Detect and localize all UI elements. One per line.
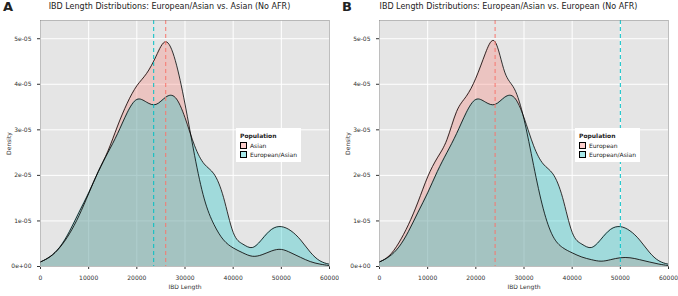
svg-text:10000: 10000 xyxy=(418,274,437,281)
svg-text:5e-05: 5e-05 xyxy=(14,35,31,42)
svg-text:4e-05: 4e-05 xyxy=(14,80,31,87)
svg-text:1e-05: 1e-05 xyxy=(14,217,31,224)
svg-text:0e+00: 0e+00 xyxy=(350,262,370,269)
html-text:Population: Population xyxy=(240,132,277,139)
html-text:Asian: Asian xyxy=(250,142,267,149)
html-text:IBD Length Distributions: Euro: IBD Length Distributions: European/Asian… xyxy=(48,2,291,11)
svg-text:1e-05: 1e-05 xyxy=(353,217,370,224)
svg-text:0: 0 xyxy=(39,274,43,281)
svg-text:30000: 30000 xyxy=(175,274,194,281)
svg-text:10000: 10000 xyxy=(79,274,98,281)
html-text:European: European xyxy=(589,142,618,149)
svg-text:2e-05: 2e-05 xyxy=(14,171,31,178)
svg-text:0: 0 xyxy=(378,274,382,281)
svg-text:IBD Length: IBD Length xyxy=(168,283,201,291)
svg-text:50000: 50000 xyxy=(272,274,291,281)
svg-text:Density: Density xyxy=(5,132,13,155)
svg-text:60000: 60000 xyxy=(320,274,339,281)
svg-text:40000: 40000 xyxy=(563,274,582,281)
svg-text:40000: 40000 xyxy=(224,274,243,281)
svg-text:50000: 50000 xyxy=(611,274,630,281)
svg-text:0e+00: 0e+00 xyxy=(11,262,31,269)
html-text:B: B xyxy=(342,0,352,14)
svg-text:20000: 20000 xyxy=(127,274,146,281)
svg-text:20000: 20000 xyxy=(466,274,485,281)
svg-text:3e-05: 3e-05 xyxy=(14,126,31,133)
svg-text:2e-05: 2e-05 xyxy=(353,171,370,178)
html-text:Population: Population xyxy=(579,132,616,139)
svg-text:60000: 60000 xyxy=(659,274,678,281)
html-text:European/Asian: European/Asian xyxy=(250,151,297,158)
svg-text:5e-05: 5e-05 xyxy=(353,35,370,42)
html-text:European/Asian: European/Asian xyxy=(589,151,636,158)
svg-text:Density: Density xyxy=(344,132,352,155)
svg-text:4e-05: 4e-05 xyxy=(353,80,370,87)
svg-text:IBD Length: IBD Length xyxy=(507,283,540,291)
html-text:A: A xyxy=(3,0,14,14)
svg-text:30000: 30000 xyxy=(514,274,533,281)
svg-text:3e-05: 3e-05 xyxy=(353,126,370,133)
html-text:IBD Length Distributions: Euro: IBD Length Distributions: European/Asian… xyxy=(379,2,638,11)
